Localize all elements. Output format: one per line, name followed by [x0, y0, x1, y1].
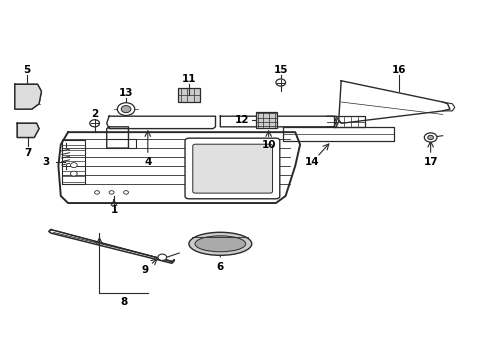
- Text: 12: 12: [234, 115, 249, 125]
- Text: 15: 15: [273, 65, 287, 75]
- Text: 7: 7: [24, 148, 32, 158]
- Text: 2: 2: [91, 109, 98, 120]
- Text: 17: 17: [423, 157, 437, 167]
- Text: 13: 13: [119, 88, 133, 98]
- Circle shape: [275, 79, 285, 86]
- Polygon shape: [17, 123, 39, 138]
- Text: 4: 4: [144, 157, 151, 167]
- Circle shape: [117, 103, 135, 116]
- FancyBboxPatch shape: [255, 112, 276, 127]
- Circle shape: [424, 133, 436, 142]
- Circle shape: [70, 163, 77, 168]
- Circle shape: [70, 171, 77, 176]
- FancyBboxPatch shape: [184, 138, 279, 199]
- Text: 16: 16: [391, 65, 406, 75]
- Circle shape: [95, 191, 99, 194]
- Text: 8: 8: [120, 297, 127, 307]
- Text: 5: 5: [23, 65, 31, 75]
- FancyBboxPatch shape: [192, 144, 272, 193]
- Text: 9: 9: [142, 265, 149, 275]
- Ellipse shape: [195, 236, 245, 252]
- Text: 3: 3: [42, 157, 50, 167]
- Text: 1: 1: [110, 205, 117, 215]
- Text: 14: 14: [304, 157, 319, 167]
- Text: 10: 10: [261, 140, 275, 149]
- Circle shape: [109, 191, 114, 194]
- Circle shape: [90, 120, 99, 127]
- Circle shape: [121, 105, 131, 113]
- Polygon shape: [15, 84, 41, 109]
- Text: 6: 6: [216, 262, 224, 272]
- FancyBboxPatch shape: [178, 88, 199, 102]
- Circle shape: [427, 135, 433, 140]
- Circle shape: [158, 254, 166, 260]
- Ellipse shape: [188, 232, 251, 255]
- Text: 11: 11: [181, 74, 196, 84]
- Circle shape: [123, 191, 128, 194]
